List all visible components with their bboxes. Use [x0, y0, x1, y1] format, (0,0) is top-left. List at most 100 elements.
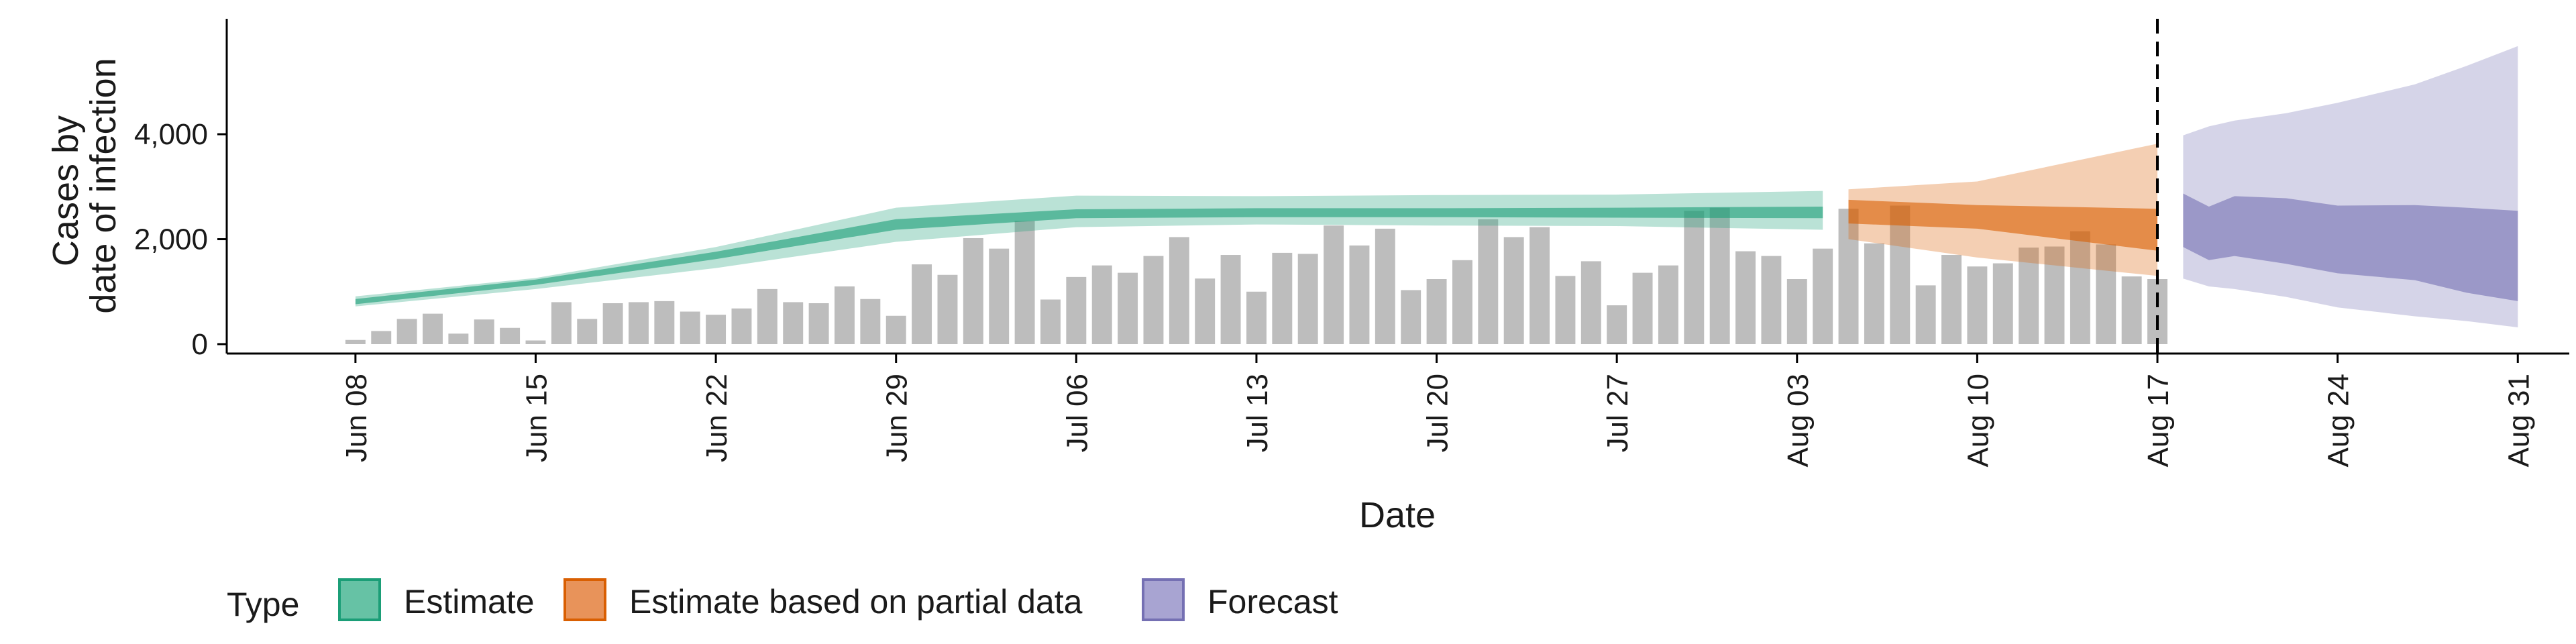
bar: [1349, 245, 1370, 344]
legend-label-estimate: Estimate: [404, 583, 535, 621]
bar: [1195, 278, 1216, 344]
x-tick-label: Jul 06: [1061, 374, 1093, 452]
bar: [2044, 246, 2065, 344]
x-tick-label: Jun 22: [700, 374, 733, 462]
y-tick-label: 4,000: [134, 118, 208, 151]
bar: [1143, 256, 1164, 344]
x-tick-label: Aug 24: [2322, 374, 2355, 467]
inner-band-estimate: [355, 207, 1823, 305]
bar: [448, 333, 469, 344]
bar: [1246, 291, 1267, 344]
x-tick-label: Jun 08: [340, 374, 373, 462]
legend-key-estimate: [338, 578, 381, 621]
bar: [1632, 272, 1653, 344]
bar: [963, 237, 983, 344]
bar: [1066, 276, 1087, 344]
bar: [423, 313, 443, 344]
bar: [1941, 255, 1962, 344]
y-axis-title-line-2: date of infection: [83, 58, 123, 313]
bar: [1014, 221, 1035, 344]
bar: [1503, 237, 1524, 344]
legend-label-forecast: Forecast: [1208, 583, 1338, 621]
bar: [2096, 244, 2116, 344]
bar: [1607, 305, 1627, 344]
bar: [2019, 248, 2039, 344]
bars-layer: [345, 205, 2167, 344]
legend-item-partial: Estimate based on partial data: [564, 578, 1083, 621]
bar: [525, 340, 546, 344]
x-axis-title: Date: [1359, 495, 1436, 535]
bar: [629, 302, 649, 344]
x-tick-label: Jul 13: [1241, 374, 1274, 452]
bar: [551, 302, 572, 344]
bar: [1529, 227, 1550, 344]
legend: Type Estimate Estimate based on partial …: [227, 578, 1338, 623]
y-tick-label: 0: [192, 328, 208, 361]
bar: [860, 299, 881, 344]
x-tick-label: Aug 10: [1962, 374, 1994, 467]
bar: [1813, 248, 1833, 344]
x-tick-label: Jul 20: [1421, 374, 1454, 452]
bar: [1220, 255, 1241, 344]
bar: [1324, 225, 1344, 344]
bar: [577, 319, 598, 344]
x-tick-label: Aug 17: [2142, 374, 2175, 467]
bar: [1426, 279, 1447, 344]
bar: [1040, 299, 1061, 344]
bar: [1452, 260, 1472, 344]
y-axis-ticks: 0 2,000 4,000: [134, 118, 227, 361]
bar: [1684, 211, 1705, 344]
bar: [1761, 256, 1782, 344]
bar: [1838, 209, 1859, 344]
outer-band-estimate: [355, 191, 1823, 307]
bar: [1890, 205, 1911, 344]
bar: [706, 315, 727, 344]
legend-key-forecast: [1142, 578, 1185, 621]
x-axis-ticks: Jun 08 Jun 15 Jun 22 Jun 29 Jul 06 Jul 13 Jul …: [340, 354, 2535, 467]
legend-item-forecast: Forecast: [1142, 578, 1338, 621]
bar: [2070, 231, 2090, 344]
bar: [1272, 252, 1293, 344]
legend-key-partial: [564, 578, 606, 621]
y-axis-title: Cases by date of infection: [46, 58, 123, 313]
bar: [783, 302, 804, 344]
bar: [835, 286, 855, 344]
bar: [345, 339, 366, 344]
bar: [654, 301, 675, 344]
bar: [1658, 265, 1678, 344]
legend-title: Type: [227, 586, 299, 623]
bar: [1735, 251, 1756, 344]
x-tick-label: Aug 31: [2502, 374, 2535, 467]
bar: [680, 311, 700, 344]
bar: [1915, 285, 1936, 344]
bar: [989, 248, 1010, 344]
bar: [396, 319, 417, 344]
bar: [474, 319, 494, 344]
bar: [1580, 261, 1601, 344]
bar: [1992, 263, 2013, 344]
bar: [757, 288, 777, 344]
ribbons-layer: [355, 46, 2518, 327]
x-tick-label: Jun 29: [881, 374, 914, 462]
x-tick-label: Aug 03: [1782, 374, 1815, 467]
inner-band-estimate-based-on-partial-data: [1848, 199, 2157, 251]
inner-band-forecast: [2183, 193, 2518, 301]
bar: [1786, 279, 1807, 344]
bar: [1709, 207, 1730, 344]
bar: [937, 274, 958, 344]
bar: [1478, 219, 1499, 344]
y-axis-title-line-1: Cases by: [46, 115, 86, 266]
bar: [2121, 276, 2142, 344]
bar: [1375, 228, 1395, 344]
bar: [1555, 276, 1576, 344]
legend-item-estimate: Estimate: [338, 578, 535, 621]
bar: [1864, 243, 1884, 344]
x-tick-label: Jul 27: [1601, 374, 1634, 452]
bar: [371, 331, 392, 344]
bar: [602, 303, 623, 344]
bar: [1401, 290, 1421, 344]
bar: [808, 303, 829, 344]
bar: [731, 308, 752, 344]
bar: [2147, 279, 2167, 344]
